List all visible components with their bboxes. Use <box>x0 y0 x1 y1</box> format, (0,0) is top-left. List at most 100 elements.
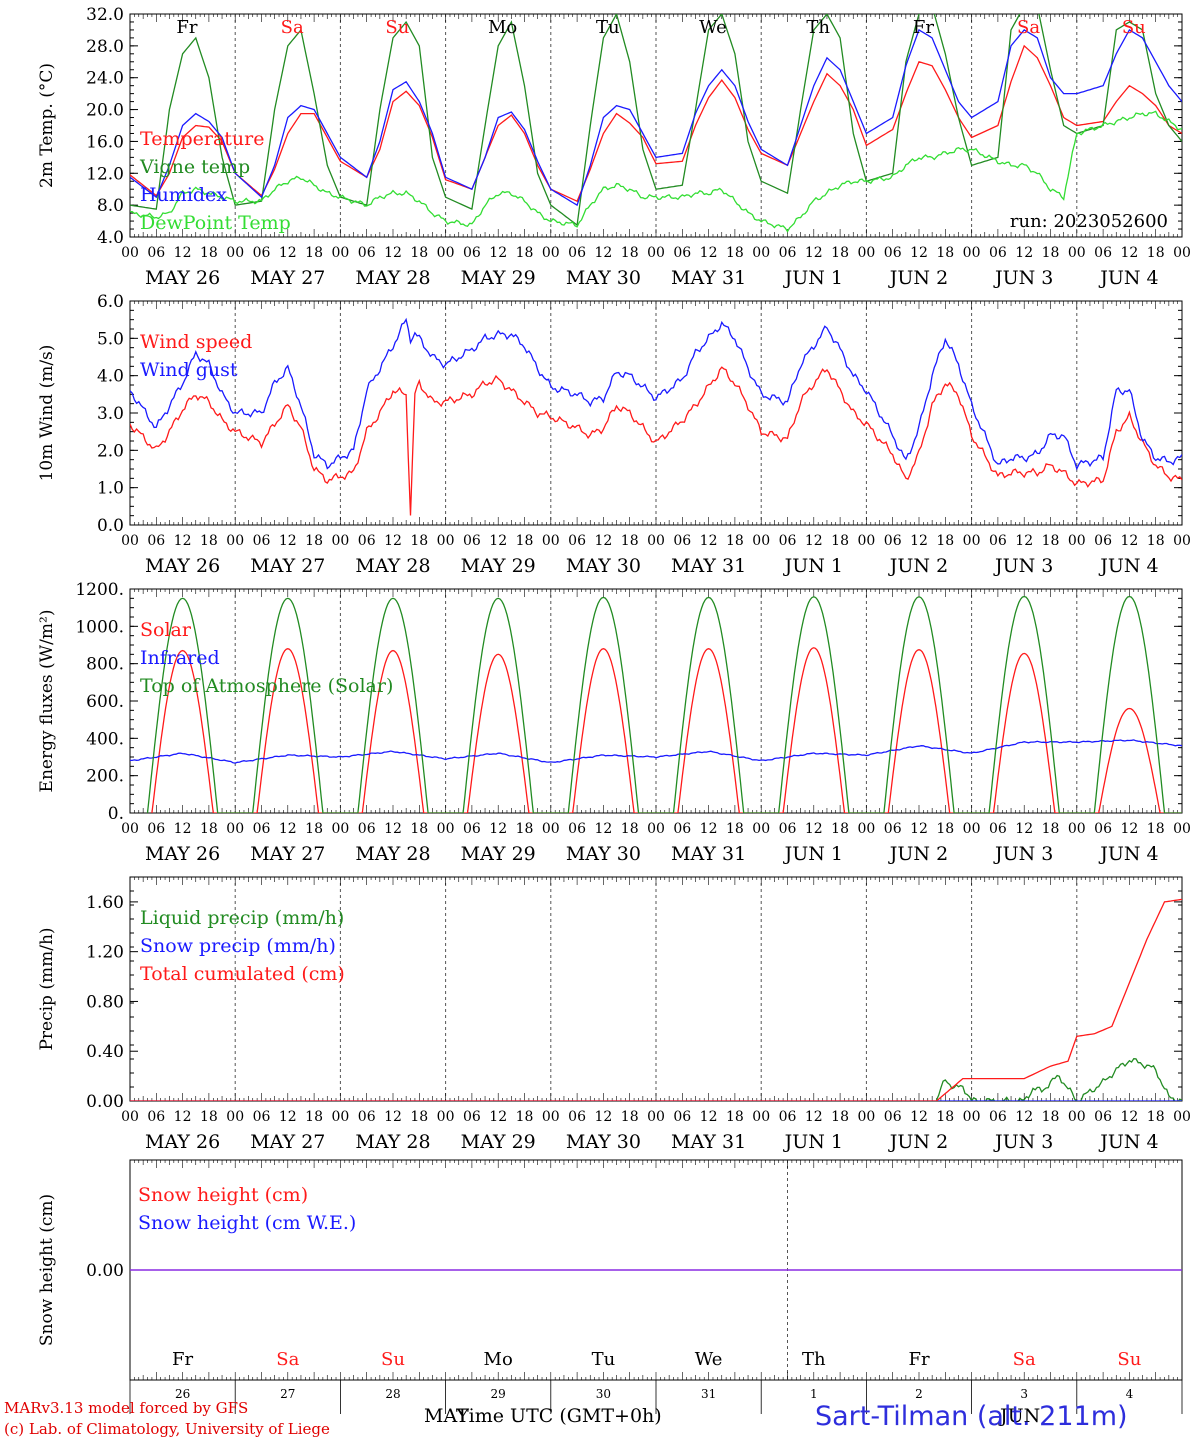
y-tick-label: 4.0 <box>97 228 124 248</box>
hour-tick-label: 06 <box>779 245 797 261</box>
hour-tick-label: 00 <box>963 533 981 549</box>
hour-tick-label: 06 <box>989 1109 1007 1125</box>
date-label: MAY 27 <box>250 555 325 577</box>
hour-tick-label: 18 <box>200 1109 218 1125</box>
date-label: MAY 28 <box>355 1131 430 1153</box>
hour-tick-label: 12 <box>489 533 507 549</box>
hour-tick-label: 18 <box>726 245 744 261</box>
hour-tick-label: 18 <box>516 1109 534 1125</box>
weekday-label: Su <box>1122 17 1146 38</box>
legend-entry: DewPoint Temp <box>140 212 291 234</box>
hour-tick-label: 18 <box>726 533 744 549</box>
hour-tick-label: 12 <box>1015 1109 1033 1125</box>
date-label: JUN 4 <box>1098 1131 1158 1153</box>
hour-tick-label: 00 <box>331 821 349 837</box>
hour-tick-label: 00 <box>437 821 455 837</box>
series-group <box>130 317 1182 516</box>
hour-tick-label: 00 <box>226 533 244 549</box>
series-line-vigne-temp <box>130 14 1182 227</box>
hour-tick-label: 06 <box>673 245 691 261</box>
hour-tick-label: 18 <box>516 245 534 261</box>
day-number-label: 28 <box>385 1387 400 1401</box>
weekday-label: Sa <box>276 1349 299 1370</box>
hour-tick-label: 12 <box>489 1109 507 1125</box>
hour-tick-label: 12 <box>384 1109 402 1125</box>
hour-tick-label: 18 <box>831 821 849 837</box>
day-number-label: 31 <box>701 1387 716 1401</box>
weekday-label: Su <box>381 1349 405 1370</box>
y-tick-label: 1.20 <box>86 943 124 963</box>
hour-tick-label: 06 <box>673 533 691 549</box>
date-label: MAY 31 <box>671 1131 746 1153</box>
hour-tick-label: 12 <box>1120 821 1138 837</box>
hour-tick-label: 12 <box>174 1109 192 1125</box>
hour-tick-label: 00 <box>226 821 244 837</box>
hour-tick-label: 06 <box>673 1109 691 1125</box>
date-label: MAY 31 <box>671 267 746 289</box>
y-tick-label: 1200. <box>75 580 124 600</box>
hour-tick-label: 00 <box>226 245 244 261</box>
date-label: MAY 26 <box>145 843 220 865</box>
hour-tick-label: 00 <box>857 533 875 549</box>
hour-tick-label: 00 <box>857 821 875 837</box>
month-label-may: MAY <box>424 1405 469 1427</box>
hour-tick-label: 00 <box>542 245 560 261</box>
hour-tick-label: 12 <box>384 533 402 549</box>
hour-tick-label: 00 <box>1173 1109 1191 1125</box>
hour-tick-label: 18 <box>305 1109 323 1125</box>
date-label: JUN 4 <box>1098 267 1158 289</box>
y-tick-label: 6.0 <box>97 292 124 312</box>
hour-tick-label: 18 <box>1042 821 1060 837</box>
hour-tick-label: 12 <box>910 821 928 837</box>
hour-tick-label: 06 <box>147 245 165 261</box>
series-line-top-of-atmosphere-solar- <box>146 595 1182 813</box>
hour-tick-label: 12 <box>805 1109 823 1125</box>
hour-tick-label: 18 <box>1042 245 1060 261</box>
station-name: Sart-Tilman (alt. 211m) <box>815 1401 1128 1432</box>
hour-tick-label: 06 <box>884 245 902 261</box>
day-number-label: 1 <box>810 1387 818 1401</box>
series-line-humidex <box>130 28 1182 207</box>
hour-tick-label: 12 <box>1120 245 1138 261</box>
legend-entry: Top of Atmosphere (Solar) <box>140 675 393 697</box>
day-number-label: 2 <box>915 1387 923 1401</box>
date-label: JUN 1 <box>783 1131 843 1153</box>
hour-tick-label: 00 <box>647 533 665 549</box>
y-axis-label: Snow height (cm) <box>37 1194 57 1346</box>
weekday-label: Th <box>806 17 830 38</box>
legend-entry: Temperature <box>140 128 264 150</box>
hour-tick-label: 00 <box>752 245 770 261</box>
month-label-jun: JUN <box>1000 1405 1041 1427</box>
hour-tick-label: 12 <box>174 245 192 261</box>
day-number-label: 4 <box>1126 1387 1134 1401</box>
hour-tick-label: 06 <box>884 821 902 837</box>
weekday-label: We <box>695 1349 723 1370</box>
run-label: run: 2023052600 <box>1010 211 1168 232</box>
hour-tick-label: 06 <box>253 533 271 549</box>
hour-tick-label: 00 <box>121 1109 139 1125</box>
hour-tick-label: 06 <box>463 533 481 549</box>
hour-tick-label: 00 <box>1173 821 1191 837</box>
y-tick-label: 1.60 <box>86 893 124 913</box>
date-label: JUN 2 <box>888 555 948 577</box>
hour-tick-label: 00 <box>1173 245 1191 261</box>
weekday-label: We <box>699 17 727 38</box>
hour-tick-label: 18 <box>726 821 744 837</box>
panel-frame <box>129 300 1183 526</box>
hour-tick-label: 00 <box>963 821 981 837</box>
y-tick-label: 8.0 <box>97 196 124 216</box>
hour-tick-label: 00 <box>331 1109 349 1125</box>
weekday-label: Tu <box>592 1349 616 1370</box>
hour-tick-label: 00 <box>331 533 349 549</box>
hour-tick-label: 18 <box>621 1109 639 1125</box>
hour-tick-label: 18 <box>1147 1109 1165 1125</box>
date-label: JUN 3 <box>993 843 1053 865</box>
hour-tick-label: 12 <box>700 1109 718 1125</box>
hour-tick-label: 06 <box>568 1109 586 1125</box>
hour-tick-label: 18 <box>831 533 849 549</box>
weekday-label: Fr <box>172 1349 193 1370</box>
date-label: JUN 3 <box>993 267 1053 289</box>
lab-credit: (c) Lab. of Climatology, University of L… <box>4 1420 330 1438</box>
hour-tick-label: 06 <box>884 533 902 549</box>
